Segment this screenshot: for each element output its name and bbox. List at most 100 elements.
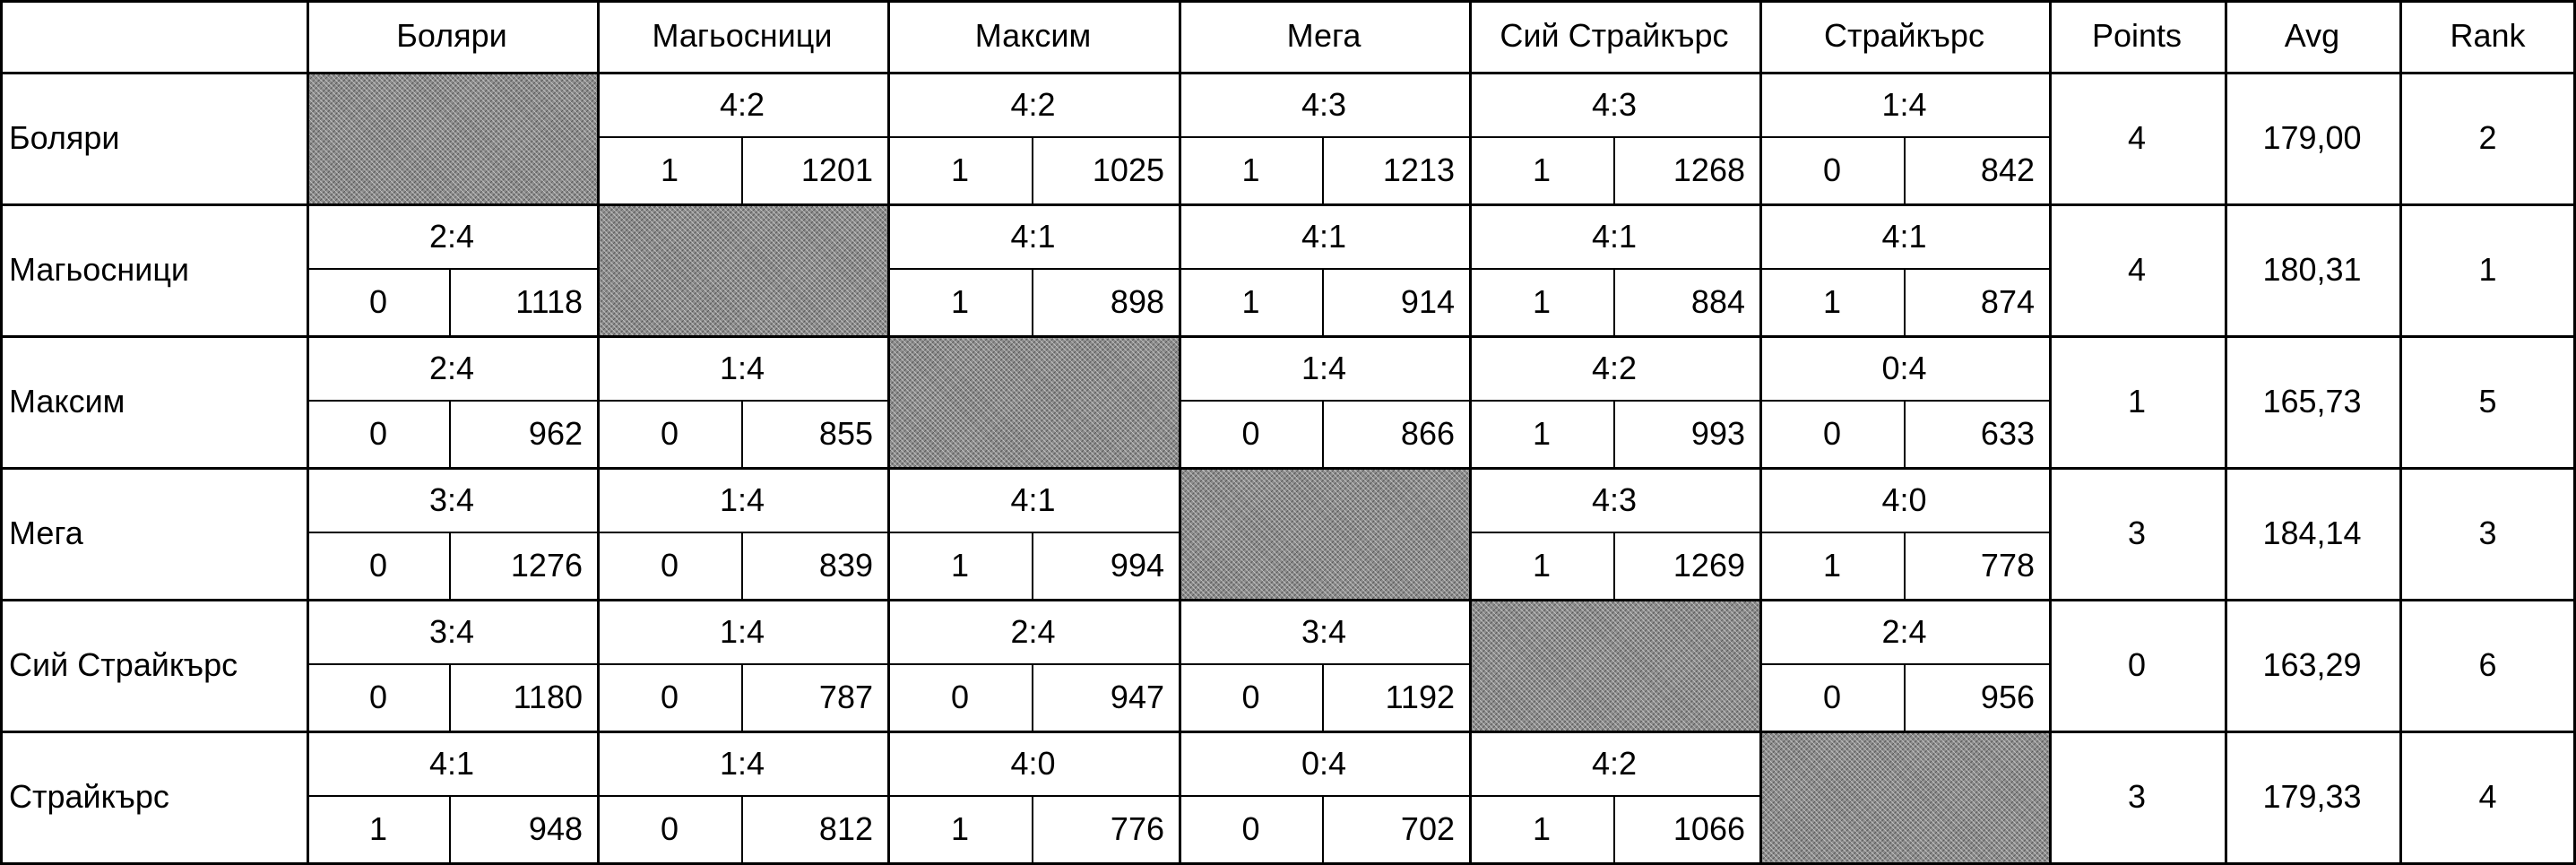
grid-line — [307, 532, 597, 533]
match-score: 3:4 — [1301, 612, 1347, 650]
grid-line — [2225, 0, 2227, 865]
match-score: 4:3 — [1591, 85, 1638, 123]
self-match-cell — [1759, 731, 2049, 862]
match-points: 1 — [1532, 151, 1552, 188]
match-pins: 947 — [1110, 679, 1164, 715]
self-match-cell — [307, 72, 597, 203]
match-score: 2:4 — [428, 217, 475, 255]
team-points: 1 — [2127, 382, 2147, 420]
match-pins: 956 — [1980, 679, 2035, 715]
match-points: 0 — [660, 679, 679, 715]
grid-line — [449, 269, 451, 335]
grid-line — [1613, 269, 1615, 335]
grid-line — [1613, 401, 1615, 467]
match-points: 1 — [1532, 415, 1552, 452]
team-points: 0 — [2127, 645, 2147, 683]
match-score: 4:1 — [1881, 217, 1927, 255]
team-name: Максим — [9, 382, 125, 420]
match-pins: 994 — [1110, 547, 1164, 584]
column-header: Мега — [1286, 17, 1361, 54]
grid-line — [741, 532, 743, 599]
match-points: 1 — [368, 810, 388, 847]
match-points: 0 — [368, 283, 388, 320]
match-pins: 776 — [1110, 810, 1164, 847]
match-score: 4:0 — [1010, 744, 1056, 782]
grid-line — [741, 401, 743, 467]
grid-line — [0, 0, 3, 865]
match-pins: 1180 — [513, 679, 583, 715]
grid-line — [449, 401, 451, 467]
grid-line — [1179, 795, 1469, 797]
grid-line — [1179, 136, 1469, 138]
grid-line — [1032, 532, 1033, 599]
grid-line — [1904, 401, 1906, 467]
grid-line — [307, 400, 597, 402]
match-pins: 842 — [1980, 151, 2035, 188]
grid-line — [1469, 0, 1472, 865]
team-average: 184,14 — [2262, 514, 2362, 551]
match-pins: 1201 — [800, 151, 873, 188]
match-pins: 702 — [1400, 810, 1455, 847]
grid-line — [0, 335, 2576, 338]
column-header: Магьосници — [652, 17, 833, 54]
match-pins: 962 — [528, 415, 583, 452]
match-points: 0 — [660, 810, 679, 847]
match-points: 1 — [1532, 810, 1552, 847]
grid-line — [1179, 268, 1469, 270]
match-score: 3:4 — [428, 612, 475, 650]
grid-line — [1179, 663, 1469, 665]
match-pins: 884 — [1690, 283, 1745, 320]
match-points: 1 — [1241, 283, 1260, 320]
match-score: 4:2 — [1010, 85, 1056, 123]
match-points: 0 — [1241, 810, 1260, 847]
grid-line — [741, 796, 743, 862]
grid-line — [2399, 0, 2402, 865]
match-score: 3:4 — [428, 480, 475, 518]
match-points: 0 — [1822, 151, 1842, 188]
match-pins: 993 — [1690, 415, 1745, 452]
match-points: 0 — [1241, 415, 1260, 452]
match-score: 0:4 — [1301, 744, 1347, 782]
match-score: 1:4 — [1301, 349, 1347, 386]
match-points: 0 — [1822, 415, 1842, 452]
match-score: 4:0 — [1881, 480, 1927, 518]
grid-line — [741, 664, 743, 731]
team-name: Сий Страйкърс — [9, 645, 238, 683]
match-score: 4:1 — [1010, 217, 1056, 255]
team-average: 179,33 — [2262, 777, 2362, 815]
grid-line — [1759, 0, 1762, 865]
match-score: 1:4 — [719, 480, 765, 518]
match-score: 4:3 — [1591, 480, 1638, 518]
grid-line — [1032, 664, 1033, 731]
match-pins: 914 — [1400, 283, 1455, 320]
match-points: 0 — [368, 547, 388, 584]
match-pins: 1269 — [1673, 547, 1745, 584]
team-average: 163,29 — [2262, 645, 2362, 683]
grid-line — [0, 0, 2576, 3]
match-score: 4:2 — [1591, 744, 1638, 782]
grid-line — [449, 664, 451, 731]
match-pins: 1268 — [1673, 151, 1745, 188]
grid-line — [307, 268, 597, 270]
self-match-cell — [597, 203, 887, 335]
match-pins: 874 — [1980, 283, 2035, 320]
match-points: 1 — [950, 547, 970, 584]
self-match-cell — [887, 335, 1179, 467]
match-pins: 948 — [528, 810, 583, 847]
team-average: 165,73 — [2262, 382, 2362, 420]
grid-line — [1322, 137, 1324, 203]
team-average: 180,31 — [2262, 250, 2362, 288]
match-score: 1:4 — [719, 744, 765, 782]
grid-line — [1613, 796, 1615, 862]
match-pins: 812 — [818, 810, 873, 847]
match-pins: 1213 — [1382, 151, 1455, 188]
team-points: 3 — [2127, 514, 2147, 551]
match-points: 1 — [950, 151, 970, 188]
grid-line — [1322, 269, 1324, 335]
grid-line — [307, 0, 309, 865]
self-match-cell — [1179, 467, 1469, 599]
match-score: 1:4 — [719, 612, 765, 650]
match-pins: 898 — [1110, 283, 1164, 320]
grid-line — [597, 0, 600, 865]
